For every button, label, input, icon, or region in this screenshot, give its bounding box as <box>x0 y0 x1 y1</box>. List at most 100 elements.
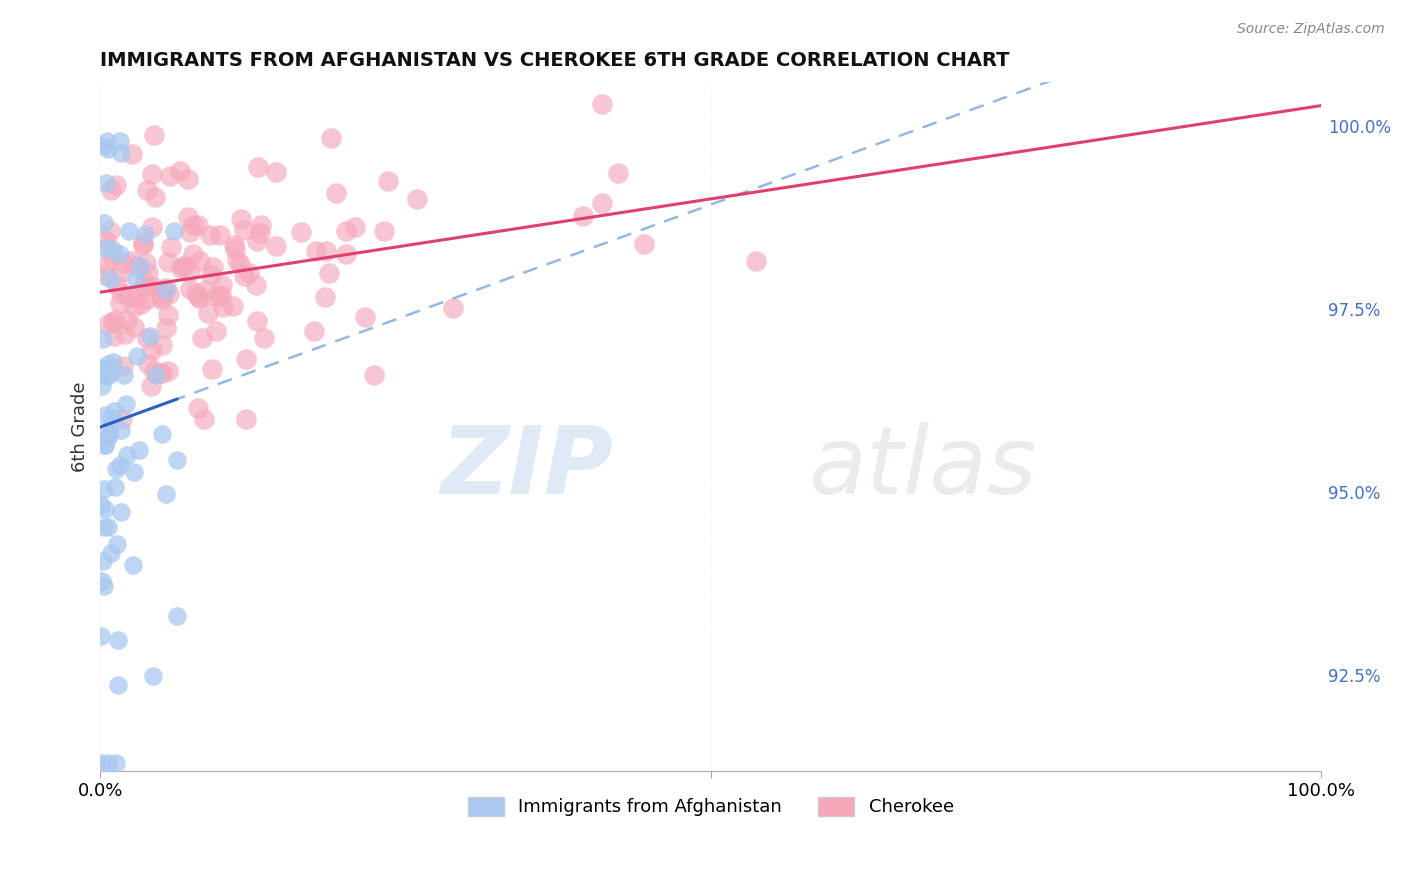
Point <box>211 278 233 293</box>
Point <box>166 452 188 467</box>
Point <box>110 296 132 310</box>
Point <box>633 237 655 252</box>
Point <box>114 397 136 411</box>
Point <box>187 218 209 232</box>
Text: Source: ZipAtlas.com: Source: ZipAtlas.com <box>1237 22 1385 37</box>
Point <box>321 131 343 145</box>
Point <box>226 253 249 268</box>
Point <box>191 331 214 345</box>
Point <box>96 369 118 384</box>
Point <box>125 272 148 286</box>
Point <box>209 288 232 302</box>
Point <box>315 244 337 259</box>
Point <box>108 458 131 472</box>
Point <box>205 324 228 338</box>
Point <box>194 283 217 297</box>
Point <box>96 234 118 248</box>
Point <box>103 328 125 343</box>
Point <box>110 134 132 148</box>
Point <box>100 183 122 197</box>
Point <box>135 331 157 345</box>
Point <box>249 227 271 241</box>
Point <box>150 285 173 300</box>
Point <box>149 366 172 380</box>
Point <box>110 265 132 279</box>
Point <box>115 313 138 327</box>
Point <box>150 293 173 308</box>
Point <box>141 167 163 181</box>
Point <box>105 462 128 476</box>
Point <box>134 275 156 289</box>
Point <box>143 128 166 143</box>
Point <box>155 487 177 501</box>
Point <box>186 285 208 300</box>
Point <box>170 260 193 275</box>
Point <box>305 244 328 258</box>
Point <box>181 218 204 232</box>
Point <box>266 165 288 179</box>
Point <box>143 189 166 203</box>
Point <box>93 579 115 593</box>
Point <box>100 224 122 238</box>
Point <box>101 249 124 263</box>
Point <box>103 404 125 418</box>
Point <box>97 142 120 156</box>
Point <box>150 338 173 352</box>
Point <box>149 286 172 301</box>
Point <box>94 241 117 255</box>
Point <box>96 258 118 272</box>
Point <box>131 235 153 250</box>
Point <box>174 258 197 272</box>
Point <box>335 246 357 260</box>
Point <box>377 174 399 188</box>
Point <box>197 306 219 320</box>
Point <box>155 281 177 295</box>
Point <box>188 254 211 268</box>
Point <box>169 163 191 178</box>
Point <box>93 482 115 496</box>
Point <box>107 632 129 647</box>
Point <box>97 317 120 331</box>
Point <box>172 260 194 274</box>
Point <box>90 574 112 589</box>
Point <box>112 256 135 270</box>
Point <box>145 368 167 382</box>
Point <box>104 480 127 494</box>
Point <box>208 228 231 243</box>
Text: IMMIGRANTS FROM AFGHANISTAN VS CHEROKEE 6TH GRADE CORRELATION CHART: IMMIGRANTS FROM AFGHANISTAN VS CHEROKEE … <box>100 51 1010 70</box>
Point <box>125 349 148 363</box>
Point <box>290 225 312 239</box>
Point <box>235 412 257 426</box>
Point <box>100 410 122 425</box>
Point <box>101 315 124 329</box>
Point <box>121 147 143 161</box>
Text: ZIP: ZIP <box>440 422 613 514</box>
Point <box>405 192 427 206</box>
Point <box>141 343 163 357</box>
Point <box>110 246 132 260</box>
Point <box>163 224 186 238</box>
Point <box>110 146 132 161</box>
Point <box>100 271 122 285</box>
Point <box>96 268 118 282</box>
Point <box>90 498 112 512</box>
Point <box>124 300 146 314</box>
Point <box>91 332 114 346</box>
Point <box>335 224 357 238</box>
Point <box>179 264 201 278</box>
Point <box>231 212 253 227</box>
Point <box>134 279 156 293</box>
Point <box>249 218 271 232</box>
Point <box>134 227 156 241</box>
Point <box>157 254 180 268</box>
Point <box>157 287 180 301</box>
Point <box>136 184 159 198</box>
Point <box>96 134 118 148</box>
Point <box>363 368 385 382</box>
Point <box>187 401 209 415</box>
Point <box>314 290 336 304</box>
Text: atlas: atlas <box>808 422 1036 513</box>
Point <box>98 427 121 442</box>
Point <box>105 537 128 551</box>
Point <box>745 254 768 268</box>
